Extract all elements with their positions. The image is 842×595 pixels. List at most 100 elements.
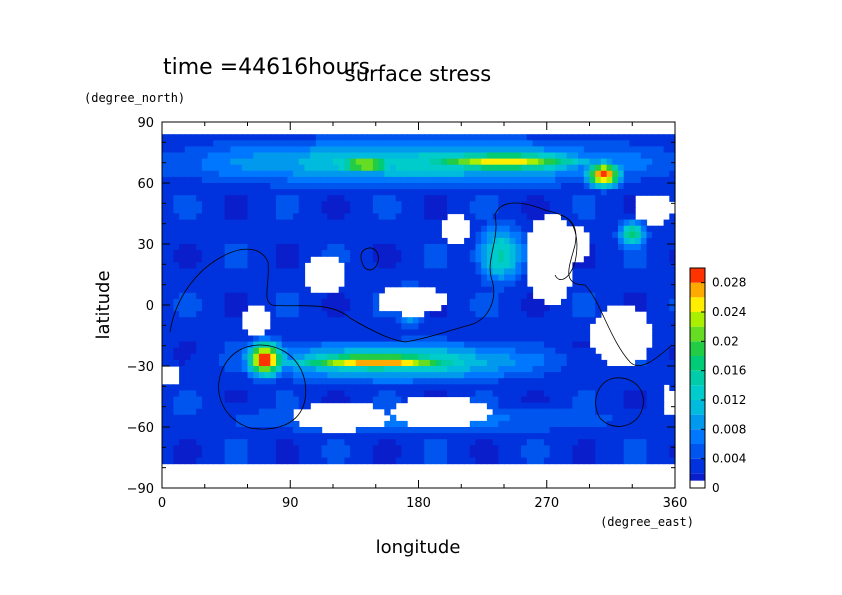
heatmap-cell [629, 244, 636, 251]
heatmap-cell [167, 292, 174, 300]
heatmap-cell [276, 353, 283, 361]
heatmap-cell [253, 134, 260, 141]
heatmap-cell [589, 402, 596, 410]
heatmap-cell [315, 378, 323, 385]
heatmap-cell [372, 359, 380, 367]
heatmap-cell [315, 134, 323, 141]
heatmap-cell [572, 158, 579, 166]
heatmap-cell [481, 164, 488, 172]
heatmap-cell [293, 305, 300, 312]
heatmap-cell [378, 225, 385, 233]
heatmap-cell [600, 158, 608, 166]
heatmap-cell [504, 152, 511, 160]
heatmap-cell [663, 164, 670, 172]
heatmap-cell [179, 158, 186, 166]
heatmap-cell [504, 323, 511, 330]
heatmap-cell [635, 164, 642, 172]
heatmap-cell [219, 219, 226, 227]
heatmap-cell [372, 372, 380, 379]
heatmap-cell [412, 201, 420, 208]
heatmap-cell [247, 176, 254, 184]
heatmap-cell [361, 207, 368, 215]
heatmap-cell [258, 146, 266, 154]
heatmap-cell [310, 335, 317, 343]
heatmap-cell [298, 298, 306, 306]
heatmap-cell [258, 140, 266, 147]
heatmap-cell [566, 134, 573, 141]
y-tick-label: 90 [137, 116, 154, 131]
heatmap-cell [281, 341, 288, 349]
heatmap-cell [589, 286, 596, 294]
heatmap-cell [304, 451, 311, 459]
heatmap-cell [224, 170, 231, 178]
colorbar-cell [690, 356, 705, 371]
heatmap-cell [543, 311, 551, 318]
heatmap-cell [367, 457, 374, 465]
heatmap-cell [543, 420, 551, 428]
heatmap-cell [184, 390, 192, 398]
heatmap-cell [184, 152, 192, 160]
heatmap-cell [184, 207, 192, 215]
heatmap-cell [173, 256, 180, 263]
heatmap-cell [350, 256, 357, 263]
heatmap-cell [663, 329, 670, 337]
heatmap-cell [401, 219, 408, 227]
heatmap-cell [447, 183, 454, 190]
heatmap-cell [213, 433, 220, 440]
heatmap-cell [458, 286, 465, 294]
heatmap-cell [287, 366, 294, 373]
heatmap-cell [310, 372, 317, 379]
heatmap-cell [304, 170, 311, 178]
heatmap-cell [270, 176, 277, 184]
heatmap-cell [315, 427, 323, 434]
heatmap-cell [390, 140, 397, 147]
heatmap-cell [179, 298, 186, 306]
heatmap-cell [201, 140, 209, 147]
heatmap-cell [201, 390, 209, 398]
heatmap-cell [270, 335, 277, 343]
heatmap-cell [429, 274, 437, 282]
heatmap-cell [669, 140, 676, 147]
heatmap-cell [378, 195, 385, 202]
heatmap-cell [521, 225, 528, 233]
heatmap-cell [486, 292, 494, 300]
heatmap-cell [561, 146, 568, 154]
heatmap-cell [429, 158, 437, 166]
heatmap-cell [293, 311, 300, 318]
heatmap-cell [458, 207, 465, 215]
heatmap-cell [652, 262, 659, 269]
heatmap-cell [276, 396, 283, 404]
heatmap-cell [361, 201, 368, 208]
heatmap-cell [304, 384, 311, 391]
heatmap-cell [595, 237, 602, 245]
heatmap-cell [504, 427, 511, 434]
heatmap-cell [270, 231, 277, 239]
heatmap-cell [515, 408, 522, 416]
heatmap-cell [526, 176, 534, 184]
heatmap-cell [486, 244, 494, 251]
heatmap-cell [578, 134, 585, 141]
heatmap-cell [424, 244, 431, 251]
heatmap-cell [663, 335, 670, 343]
heatmap-cell [572, 378, 579, 385]
heatmap-cell [646, 134, 653, 141]
heatmap-cell [207, 366, 214, 373]
heatmap-cell [498, 158, 505, 166]
heatmap-cell [224, 329, 231, 337]
heatmap-cell [264, 366, 271, 373]
chart-subtitle: time =44616hours [163, 55, 370, 80]
heatmap-cell [521, 408, 528, 416]
heatmap-cell [555, 207, 562, 215]
heatmap-cell [361, 457, 368, 465]
heatmap-cell [196, 237, 203, 245]
heatmap-cell [572, 305, 579, 312]
heatmap-cell [412, 152, 420, 160]
heatmap-cell [669, 445, 676, 452]
heatmap-cell [435, 445, 442, 452]
heatmap-cell [384, 323, 391, 330]
heatmap-cell [589, 262, 596, 269]
heatmap-cell [327, 439, 334, 446]
heatmap-cell [201, 244, 209, 251]
heatmap-cell [384, 183, 391, 190]
